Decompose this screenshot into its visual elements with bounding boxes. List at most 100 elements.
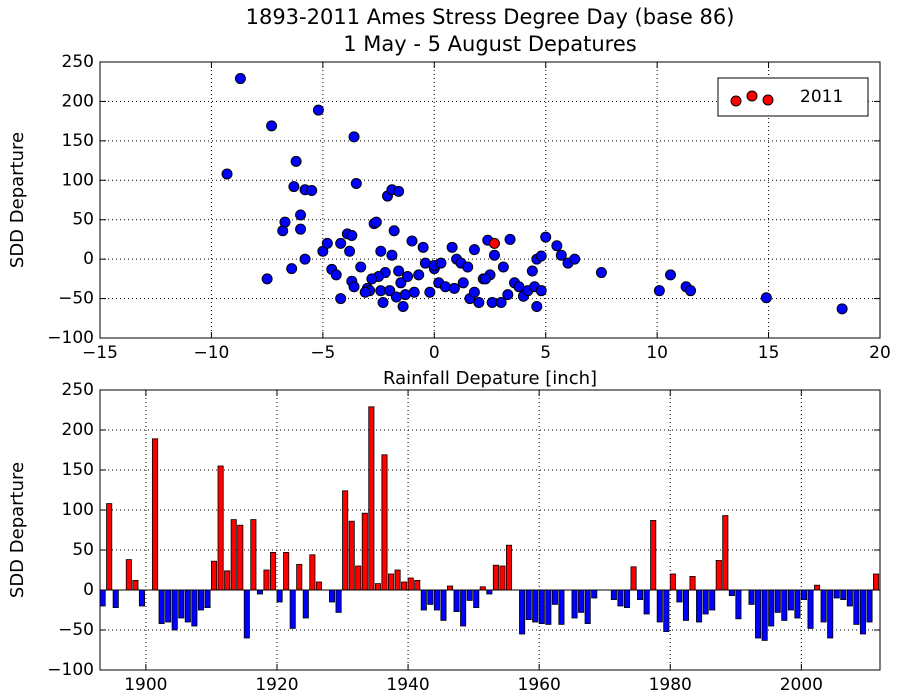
scatter-point <box>488 249 500 261</box>
bar <box>132 580 139 591</box>
scatter-point <box>348 131 360 143</box>
bar <box>230 519 237 591</box>
y-axis-label: SDD Departure <box>7 132 28 268</box>
scatter-point <box>551 240 563 252</box>
bar <box>250 519 257 591</box>
scatter-point <box>555 249 567 261</box>
bar <box>768 589 775 627</box>
y-tick-label: 0 <box>83 249 94 269</box>
bar <box>610 589 617 601</box>
y-tick-label: 250 <box>62 52 94 72</box>
scatter-point <box>306 185 318 197</box>
chart-title: 1893-2011 Ames Stress Degree Day (base 8… <box>246 5 735 29</box>
scatter-point <box>513 281 525 293</box>
scatter-point <box>288 181 300 193</box>
scatter-point <box>480 273 492 285</box>
x-tick-label: 0 <box>429 343 440 363</box>
bar <box>204 589 211 609</box>
bar <box>171 589 178 631</box>
bar <box>840 589 847 601</box>
y-tick-label: 250 <box>62 380 94 400</box>
bar <box>814 584 821 591</box>
scatter-point <box>468 244 480 256</box>
bar <box>414 580 421 591</box>
bar <box>591 589 598 599</box>
legend-marker <box>730 95 742 107</box>
bar <box>525 589 532 621</box>
scatter-point <box>388 225 400 237</box>
bar <box>211 560 218 591</box>
x-tick-label: 20 <box>869 343 891 363</box>
scatter-point <box>234 73 246 85</box>
bar <box>401 581 408 591</box>
x-axis-label: Rainfall Depature [inch] <box>383 368 597 389</box>
scatter-point <box>526 265 538 277</box>
y-tick-label: 150 <box>62 460 94 480</box>
x-tick-label: −5 <box>310 343 335 363</box>
bar <box>263 569 270 591</box>
bar <box>440 589 447 621</box>
scatter-point <box>535 285 547 297</box>
bar <box>112 589 119 609</box>
scatter-point <box>399 289 411 301</box>
bar <box>355 565 362 591</box>
bar <box>388 573 395 591</box>
y-tick-label: 200 <box>62 91 94 111</box>
bar <box>453 589 460 613</box>
y-tick-label: −50 <box>58 620 94 640</box>
scatter-point <box>286 263 298 275</box>
legend-label: 2011 <box>800 87 843 107</box>
bar <box>859 589 866 635</box>
bar <box>394 569 401 591</box>
scatter-point <box>299 253 311 265</box>
scatter-point <box>350 177 362 189</box>
bar <box>617 589 624 607</box>
scatter-point <box>346 229 358 241</box>
y-tick-label: −100 <box>47 660 94 680</box>
bar <box>335 589 342 613</box>
x-tick-label: 1920 <box>255 675 298 695</box>
scatter-point <box>375 245 387 257</box>
bar <box>217 465 224 591</box>
bar <box>853 589 860 625</box>
x-tick-label: 1960 <box>518 675 561 695</box>
bar <box>165 589 172 623</box>
y-tick-label: 150 <box>62 131 94 151</box>
bar <box>578 589 585 613</box>
bar <box>368 406 375 591</box>
bar <box>800 589 807 601</box>
bar <box>722 515 729 591</box>
bar <box>427 589 434 605</box>
y-tick-label: 50 <box>72 540 94 560</box>
x-tick-label: −15 <box>82 343 118 363</box>
x-tick-label: 1940 <box>386 675 429 695</box>
axes-frame <box>99 61 881 339</box>
scatter-point <box>397 300 409 312</box>
y-tick-label: 0 <box>83 580 94 600</box>
bar <box>296 564 303 591</box>
scatter-point <box>685 285 697 297</box>
scatter-point <box>393 185 405 197</box>
bar <box>138 589 145 607</box>
bar <box>374 583 381 591</box>
bar <box>623 589 631 609</box>
scatter-point <box>439 281 451 293</box>
bar <box>466 589 473 601</box>
y-axis-label: SDD Departure <box>7 462 28 598</box>
x-tick-label: 10 <box>646 343 668 363</box>
bar <box>676 589 683 603</box>
chart-subtitle: 1 May - 5 August Depatures <box>343 32 636 56</box>
scatter-point <box>446 241 458 253</box>
scatter-point <box>295 209 307 221</box>
bar <box>460 589 467 627</box>
bar <box>682 589 690 621</box>
scatter-point <box>435 257 447 269</box>
y-tick-label: 100 <box>62 500 94 520</box>
bar <box>558 589 565 625</box>
scatter-point <box>595 267 607 279</box>
bar <box>184 589 191 623</box>
scatter-point <box>836 303 848 315</box>
bar <box>473 589 480 609</box>
scatter-point <box>344 245 356 257</box>
scatter-point <box>457 277 469 289</box>
